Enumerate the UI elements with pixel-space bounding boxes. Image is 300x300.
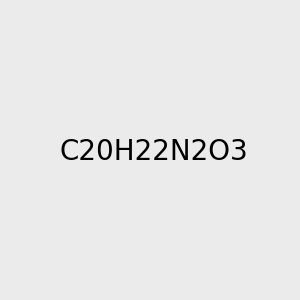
Text: C20H22N2O3: C20H22N2O3 [59,137,248,166]
